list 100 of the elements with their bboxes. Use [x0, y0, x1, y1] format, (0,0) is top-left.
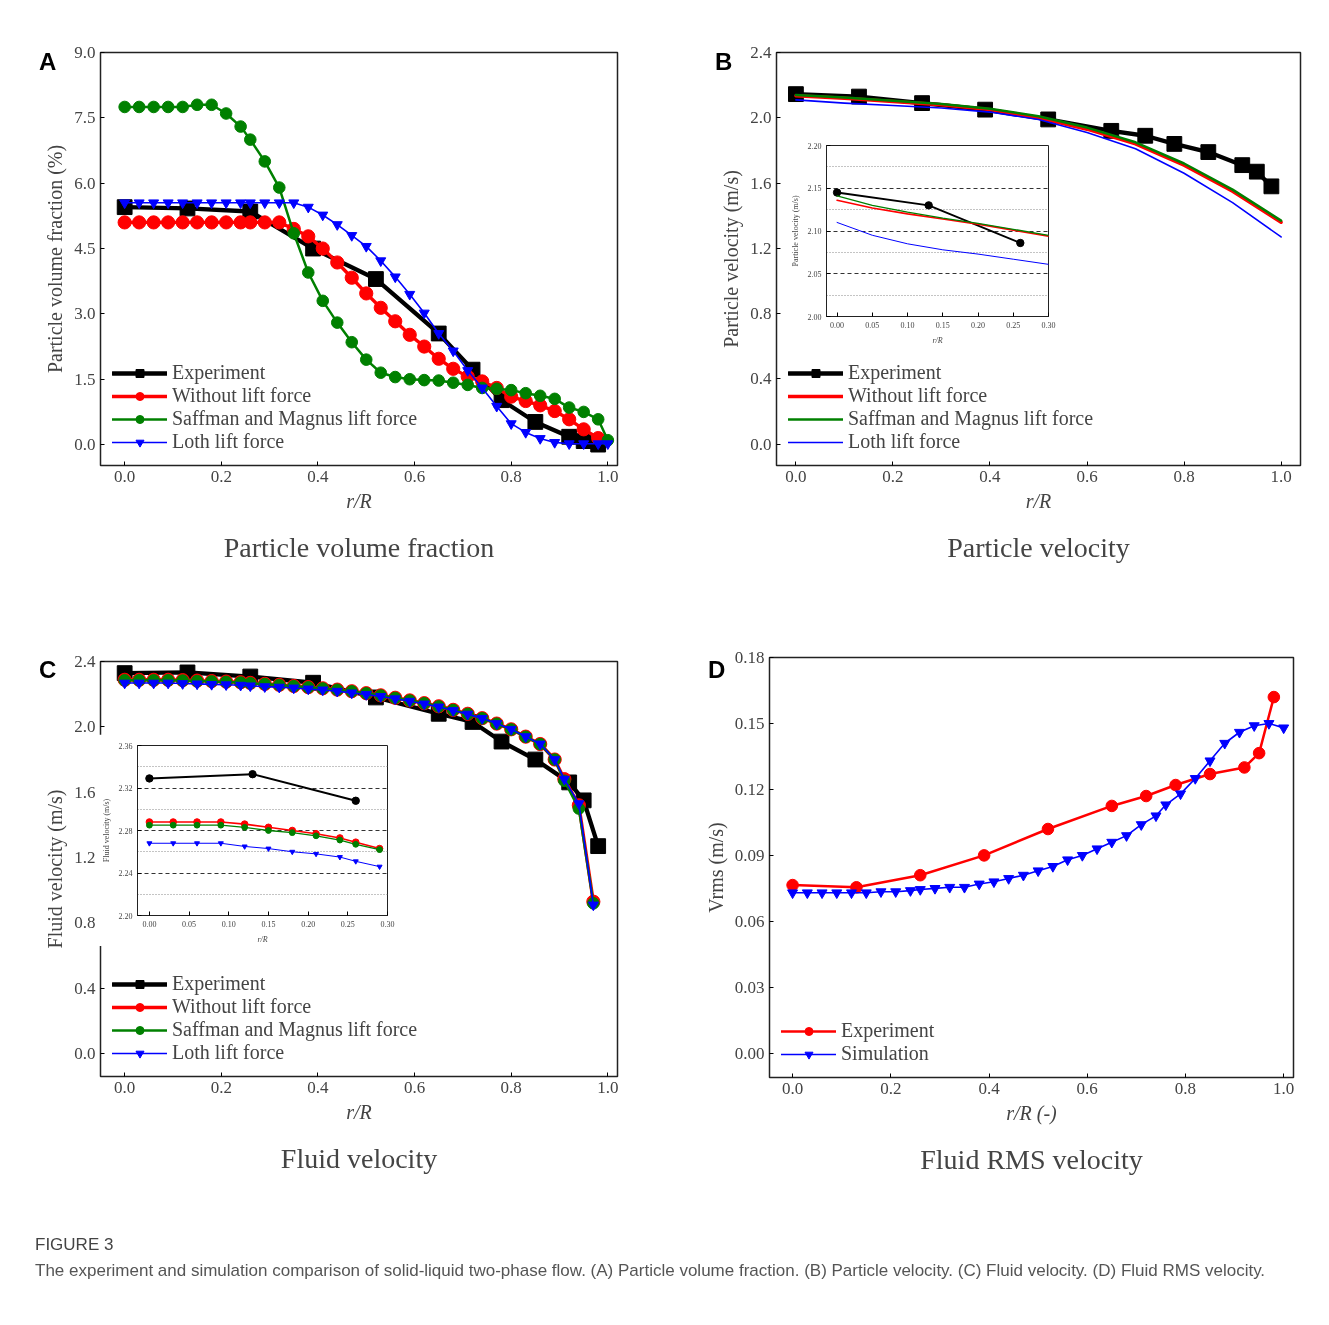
y-tick-label: 6.0	[74, 173, 96, 193]
y-tick-label: 4.5	[74, 239, 96, 259]
x-tick-label: 0.10	[900, 320, 915, 330]
y-tick-label: 2.28	[118, 826, 133, 836]
y-tick-label: 0.0	[74, 1044, 96, 1064]
text: Particle velocity	[947, 531, 1130, 563]
x-axis-title: r/R	[346, 1100, 372, 1123]
legend-label: Without lift force	[172, 384, 312, 407]
x-axis-title: r/R	[932, 335, 943, 345]
y-tick-label: 0.4	[750, 369, 772, 389]
x-tick-label: 0.6	[403, 1077, 426, 1097]
legend-label: Saffman and Magnus lift force	[172, 1018, 418, 1041]
x-tick-label: 0.25	[340, 919, 355, 929]
y-tick-label: 1.6	[750, 173, 772, 193]
x-tick-label: 0.4	[978, 1078, 1001, 1098]
x-tick-label: 0.05	[182, 919, 197, 929]
x-tick-label: 0.25	[1006, 320, 1021, 330]
x-tick-label: 1.0	[1273, 1078, 1295, 1098]
y-tick-label: 0.09	[734, 845, 765, 865]
x-tick-label: 0.15	[935, 320, 950, 330]
y-tick-label: 0.12	[734, 779, 765, 799]
y-tick-label: 2.0	[74, 717, 96, 737]
text: D	[708, 655, 726, 685]
y-tick-label: 1.2	[750, 238, 772, 258]
y-axis-title: Particle velocity (m/s)	[790, 195, 800, 267]
y-tick-label: 2.15	[807, 184, 822, 194]
text: Fluid RMS velocity	[920, 1143, 1143, 1175]
text: Fluid velocity	[280, 1142, 438, 1174]
x-tick-label: 0.05	[865, 320, 880, 330]
y-tick-label: 2.4	[750, 43, 772, 62]
y-axis-title: Particle velocity (m/s)	[720, 170, 744, 348]
x-tick-label: 0.8	[500, 1077, 522, 1097]
x-tick-label: 0.6	[403, 466, 426, 486]
y-tick-label: 0.4	[74, 978, 96, 998]
y-tick-label: 2.20	[118, 911, 133, 921]
y-axis-title: Fluid velocity (m/s)	[101, 798, 111, 863]
legend-label: Loth lift force	[172, 430, 285, 453]
x-tick-label: 1.0	[597, 1077, 619, 1097]
x-tick-label: 0.00	[142, 919, 157, 929]
y-tick-label: 7.5	[74, 108, 96, 128]
y-tick-label: 1.6	[74, 782, 96, 802]
x-tick-label: 0.30	[1041, 320, 1056, 330]
x-axis-title: r/R	[1025, 489, 1052, 512]
text: FIGURE 3	[35, 1234, 114, 1256]
x-tick-label: 0.20	[301, 919, 316, 929]
x-tick-label: 0.8	[500, 466, 522, 486]
x-tick-label: 0.6	[1076, 466, 1098, 486]
x-tick-label: 0.0	[781, 1078, 804, 1098]
x-axis-title: r/R	[346, 489, 372, 512]
legend-label: Loth lift force	[848, 430, 961, 453]
y-tick-label: 2.00	[807, 312, 822, 322]
y-tick-label: 2.36	[118, 741, 133, 751]
y-tick-label: 2.24	[118, 869, 133, 878]
y-tick-label: 2.32	[118, 784, 133, 793]
legend-label: Experiment	[848, 361, 942, 384]
legend-label: Experiment	[841, 1019, 935, 1042]
x-tick-label: 0.15	[261, 919, 276, 929]
legend-label: Experiment	[172, 361, 266, 384]
y-tick-label: 0.0	[750, 434, 772, 454]
legend-label: Simulation	[841, 1042, 929, 1065]
y-tick-label: 0.18	[734, 648, 765, 667]
text: The experiment and simulation comparison of solid-liquid two-phase flow. (A) Particle volume fraction. (B) Particle velocity. (C) Fluid velocity. (D) Fluid RMS velocity.	[35, 1260, 1266, 1282]
y-tick-label: 0.00	[734, 1043, 765, 1063]
y-tick-label: 0.0	[74, 435, 96, 455]
x-tick-label: 0.30	[380, 919, 395, 929]
x-tick-label: 1.0	[597, 466, 619, 486]
text: B	[715, 47, 733, 77]
x-tick-label: 0.10	[221, 919, 236, 929]
y-tick-label: 0.03	[734, 977, 765, 997]
text: A	[39, 47, 57, 77]
y-tick-label: 0.15	[734, 713, 765, 733]
x-tick-label: 0.2	[880, 1078, 902, 1098]
y-tick-label: 2.10	[807, 227, 822, 236]
text: Particle volume fraction	[223, 531, 495, 563]
x-tick-label: 0.00	[830, 320, 845, 330]
x-tick-label: 0.4	[979, 466, 1002, 486]
x-tick-label: 0.2	[882, 466, 904, 486]
y-tick-label: 3.0	[74, 304, 96, 324]
x-tick-label: 0.6	[1076, 1078, 1098, 1098]
x-tick-label: 0.2	[210, 1077, 232, 1097]
y-axis-title: Particle volume fraction (%)	[44, 144, 68, 374]
x-tick-label: 0.20	[971, 320, 986, 330]
y-tick-label: 2.0	[750, 108, 772, 128]
x-axis-title: r/R	[257, 934, 268, 944]
legend-label: Without lift force	[172, 995, 312, 1018]
y-axis-title: Vrms (m/s)	[704, 822, 728, 913]
y-tick-label: 2.4	[74, 652, 96, 671]
y-tick-label: 2.05	[807, 269, 822, 279]
y-tick-label: 2.20	[807, 141, 822, 151]
x-tick-label: 0.4	[307, 1077, 330, 1097]
x-tick-label: 1.0	[1270, 466, 1292, 486]
x-tick-label: 0.8	[1174, 1078, 1197, 1098]
legend-label: Without lift force	[848, 384, 988, 407]
legend-label: Experiment	[172, 972, 266, 995]
y-tick-label: 1.5	[74, 369, 96, 389]
y-tick-label: 0.06	[734, 911, 765, 931]
text: C	[39, 655, 57, 685]
y-tick-label: 1.2	[74, 848, 96, 868]
x-axis-title: r/R (-)	[1006, 1101, 1058, 1125]
y-tick-label: 9.0	[74, 43, 96, 62]
